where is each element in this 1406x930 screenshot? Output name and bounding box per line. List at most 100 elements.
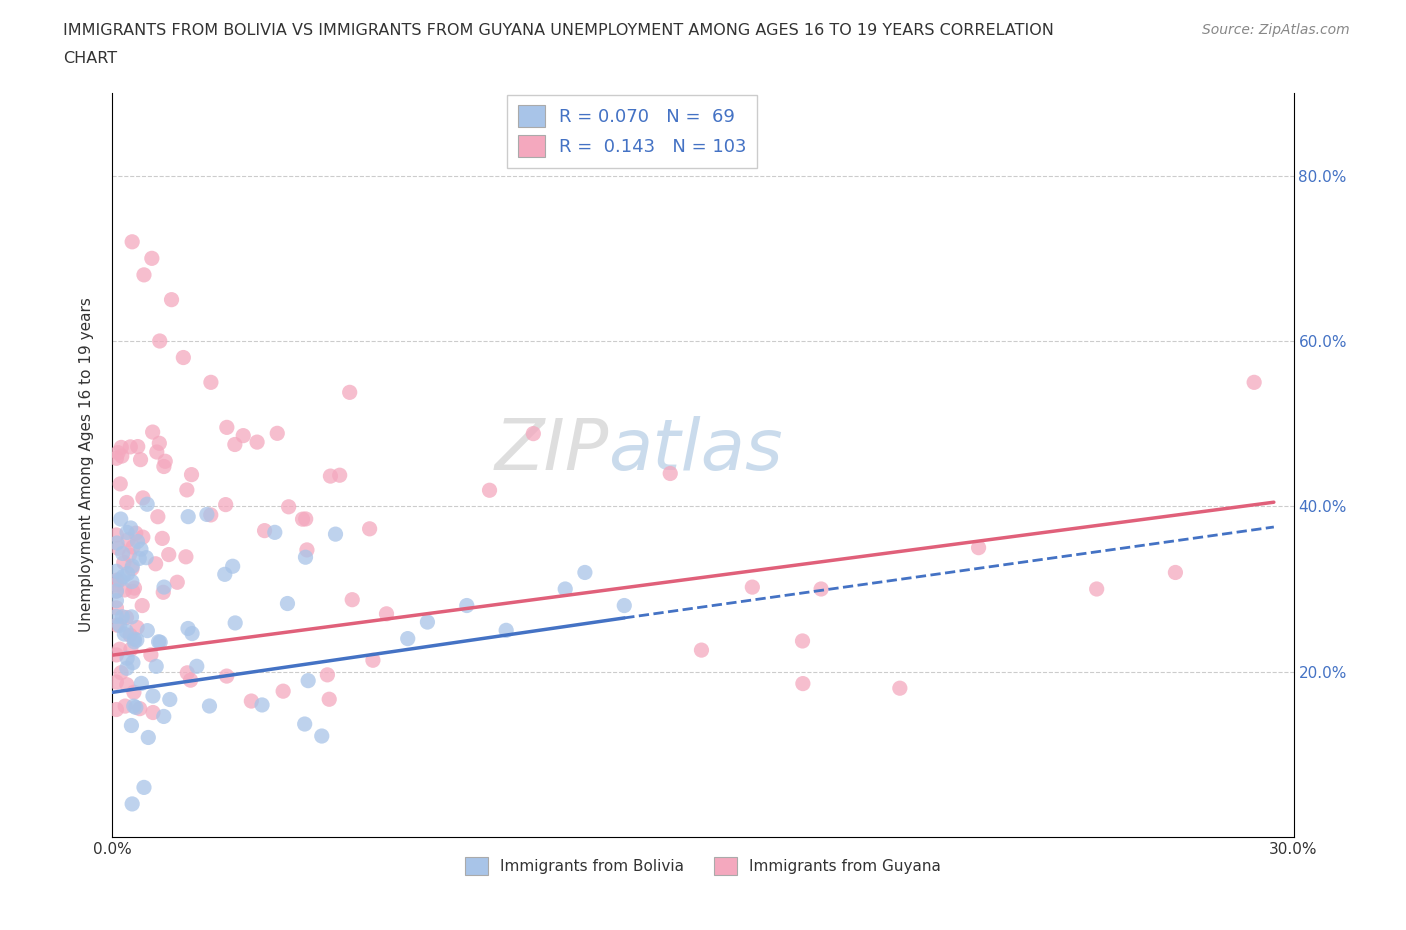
- Point: [294, 512, 316, 526]
- Point: [174, 550, 197, 565]
- Point: [139, 647, 162, 662]
- Point: [224, 437, 246, 452]
- Point: [342, 592, 364, 607]
- Point: [111, 546, 134, 561]
- Point: [112, 627, 135, 642]
- Point: [121, 584, 143, 599]
- Point: [361, 653, 384, 668]
- Point: [142, 688, 165, 703]
- Text: Source: ZipAtlas.com: Source: ZipAtlas.com: [1202, 23, 1350, 37]
- Point: [131, 598, 153, 613]
- Point: [117, 566, 139, 581]
- Point: [111, 609, 134, 624]
- Point: [105, 674, 128, 689]
- Point: [177, 510, 200, 525]
- Point: [1164, 565, 1187, 580]
- Point: [325, 526, 347, 541]
- Point: [105, 564, 128, 578]
- Point: [318, 692, 340, 707]
- Point: [136, 623, 159, 638]
- Point: [115, 651, 138, 666]
- Point: [122, 698, 145, 713]
- Point: [107, 541, 129, 556]
- Point: [329, 468, 352, 483]
- Point: [176, 483, 198, 498]
- Point: [105, 593, 128, 608]
- Point: [121, 574, 143, 589]
- Point: [129, 452, 152, 467]
- Point: [127, 439, 149, 454]
- Point: [128, 551, 150, 565]
- Point: [124, 580, 146, 595]
- Y-axis label: Unemployment Among Ages 16 to 19 years: Unemployment Among Ages 16 to 19 years: [79, 298, 94, 632]
- Point: [112, 569, 135, 584]
- Point: [456, 598, 478, 613]
- Point: [125, 700, 148, 715]
- Point: [180, 467, 202, 482]
- Point: [110, 476, 132, 491]
- Point: [221, 559, 243, 574]
- Point: [172, 350, 194, 365]
- Point: [177, 621, 200, 636]
- Point: [613, 598, 636, 613]
- Point: [157, 547, 180, 562]
- Point: [495, 623, 517, 638]
- Point: [181, 626, 204, 641]
- Point: [359, 522, 381, 537]
- Point: [574, 565, 596, 580]
- Point: [186, 658, 208, 673]
- Point: [105, 573, 128, 588]
- Point: [810, 581, 832, 596]
- Point: [129, 542, 152, 557]
- Point: [149, 334, 172, 349]
- Point: [198, 698, 221, 713]
- Point: [294, 717, 316, 732]
- Point: [271, 684, 294, 698]
- Point: [967, 540, 990, 555]
- Point: [136, 730, 159, 745]
- Point: [148, 634, 170, 649]
- Point: [105, 584, 128, 599]
- Point: [105, 536, 128, 551]
- Point: [132, 780, 155, 795]
- Point: [118, 548, 141, 563]
- Point: [146, 510, 169, 525]
- Legend: Immigrants from Bolivia, Immigrants from Guyana: Immigrants from Bolivia, Immigrants from…: [458, 851, 948, 882]
- Point: [232, 428, 254, 443]
- Point: [105, 609, 128, 624]
- Point: [142, 425, 165, 440]
- Point: [105, 601, 128, 616]
- Point: [122, 539, 145, 554]
- Point: [146, 445, 169, 459]
- Point: [478, 483, 501, 498]
- Point: [276, 596, 298, 611]
- Point: [554, 581, 576, 596]
- Text: IMMIGRANTS FROM BOLIVIA VS IMMIGRANTS FROM GUYANA UNEMPLOYMENT AMONG AGES 16 TO : IMMIGRANTS FROM BOLIVIA VS IMMIGRANTS FR…: [63, 23, 1054, 38]
- Point: [266, 426, 288, 441]
- Point: [180, 672, 202, 687]
- Point: [124, 631, 146, 646]
- Point: [215, 420, 238, 435]
- Point: [115, 624, 138, 639]
- Point: [142, 705, 165, 720]
- Point: [152, 585, 174, 600]
- Point: [291, 512, 314, 526]
- Point: [339, 385, 361, 400]
- Point: [145, 556, 167, 571]
- Point: [659, 466, 682, 481]
- Point: [125, 632, 148, 647]
- Point: [250, 698, 273, 712]
- Point: [121, 234, 143, 249]
- Point: [1243, 375, 1265, 390]
- Point: [396, 631, 419, 646]
- Point: [117, 532, 139, 547]
- Point: [127, 534, 149, 549]
- Point: [200, 375, 222, 390]
- Point: [124, 634, 146, 649]
- Point: [792, 676, 814, 691]
- Point: [135, 551, 157, 565]
- Point: [166, 575, 188, 590]
- Point: [121, 561, 143, 576]
- Point: [152, 709, 174, 724]
- Point: [131, 676, 153, 691]
